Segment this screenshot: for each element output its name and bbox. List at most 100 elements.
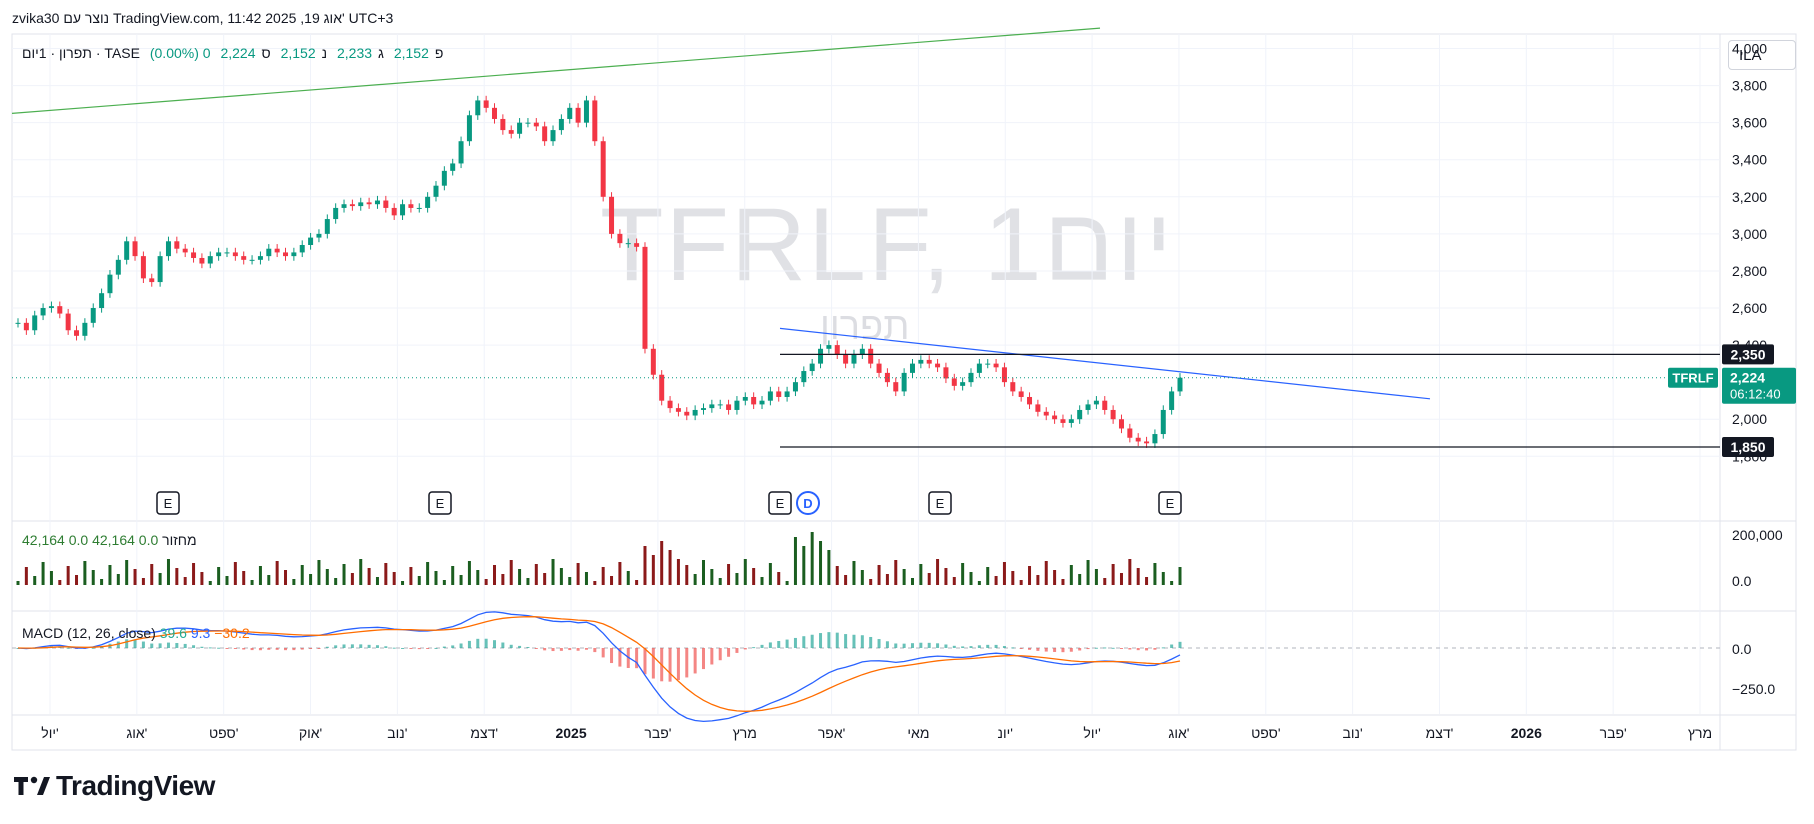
horizontal-level-label: 2,350 [1730, 346, 1765, 362]
price-tick-label: 2,600 [1732, 300, 1767, 316]
volume-bar [183, 577, 187, 585]
macd-histogram-bar [1069, 648, 1073, 652]
macd-histogram-bar [242, 648, 246, 650]
candle-body [99, 293, 105, 309]
volume-bar [409, 567, 413, 585]
volume-bar [685, 565, 689, 585]
volume-bar [1178, 567, 1182, 585]
volume-bar [141, 578, 145, 585]
macd-histogram-bar [869, 636, 873, 648]
currency-selector[interactable]: ILA [1728, 40, 1796, 70]
volume-bar [200, 572, 204, 585]
volume-bar [1078, 574, 1082, 585]
volume-bar [66, 566, 70, 585]
tradingview-logo[interactable]: TradingView [14, 770, 215, 802]
candle-body [15, 322, 21, 324]
candle-body [492, 107, 498, 119]
macd-histogram-bar [710, 648, 714, 665]
macd-histogram-bar [969, 646, 973, 648]
macd-histogram-bar [334, 645, 338, 648]
macd-histogram-bar [584, 648, 588, 650]
macd-histogram-bar [133, 639, 137, 648]
candle-body [458, 141, 464, 164]
legend-open-label: פ [434, 45, 444, 61]
macd-histogram-bar [309, 648, 313, 649]
macd-histogram-bar [1103, 647, 1107, 649]
volume-bar [618, 562, 622, 585]
candle-body [859, 348, 865, 355]
volume-bar [501, 574, 505, 585]
candle-body [57, 306, 63, 314]
macd-histogram-bar [944, 644, 948, 648]
volume-bar [1103, 578, 1107, 585]
macd-histogram-bar [225, 648, 229, 649]
macd-histogram-bar [752, 647, 756, 649]
macd-histogram-bar [701, 648, 705, 670]
candle-body [634, 243, 640, 247]
macd-histogram-bar [618, 648, 622, 667]
candle-body [558, 118, 564, 131]
candle-body [433, 185, 439, 197]
macd-histogram-bar [1119, 648, 1123, 649]
candle-body [341, 204, 347, 208]
volume-bar [1036, 575, 1040, 585]
volume-bar [150, 564, 154, 585]
candle-body [132, 241, 138, 257]
candle-body [801, 371, 807, 383]
candle-body [759, 400, 765, 405]
earnings-marker [156, 491, 180, 515]
time-tick-label: יונ' [998, 725, 1013, 741]
time-tick-label: נוב' [1343, 725, 1363, 741]
candle-body [943, 367, 949, 379]
volume-bar [894, 560, 898, 585]
volume-bar [166, 559, 170, 585]
candle-body [517, 122, 523, 134]
candle-body [809, 363, 815, 372]
volume-bar [33, 576, 37, 585]
candle-body [1110, 409, 1116, 420]
candle-body [324, 219, 330, 234]
symbol-badge-label: TFRLF [1672, 371, 1713, 386]
volume-bar [125, 560, 129, 585]
candle-body [985, 363, 991, 365]
volume-bar [852, 561, 856, 585]
candle-body [617, 233, 623, 244]
time-tick-label: אוג' [126, 725, 147, 741]
volume-bar [275, 561, 279, 585]
candle-body [976, 363, 982, 373]
macd-histogram-bar [559, 648, 563, 651]
macd-histogram-bar [743, 648, 747, 650]
macd-histogram-value: 39.6 [159, 625, 187, 641]
macd-histogram-bar [493, 640, 497, 648]
volume-bar [910, 578, 914, 585]
macd-histogram-bar [852, 634, 856, 648]
candle-body [441, 170, 447, 186]
volume-bar [785, 581, 789, 585]
candle-body [266, 248, 272, 257]
candle-body [792, 382, 798, 392]
volume-bar [83, 561, 87, 585]
earnings-marker [768, 491, 792, 515]
volume-bar [1094, 569, 1098, 585]
volume-bar [1019, 580, 1023, 585]
candle-body [1035, 404, 1041, 412]
candle-body [709, 404, 715, 409]
macd-histogram-bar [284, 648, 288, 651]
macd-histogram-bar [718, 648, 722, 661]
macd-histogram-bar [1136, 648, 1140, 651]
green-trendline [11, 27, 1101, 115]
volume-bar [969, 572, 973, 585]
candle-body [926, 359, 932, 364]
candle-body [40, 308, 46, 316]
macd-histogram-bar [693, 648, 697, 674]
volume-bar [509, 560, 513, 585]
legend-close-label: ס [261, 45, 271, 61]
macd-histogram-bar [300, 648, 304, 650]
volume-bar [593, 581, 597, 585]
volume-bar [1170, 581, 1174, 585]
candle-body [843, 354, 849, 364]
macd-histogram-bar [317, 648, 321, 649]
volume-bar [1119, 573, 1123, 585]
volume-bar [158, 573, 162, 585]
